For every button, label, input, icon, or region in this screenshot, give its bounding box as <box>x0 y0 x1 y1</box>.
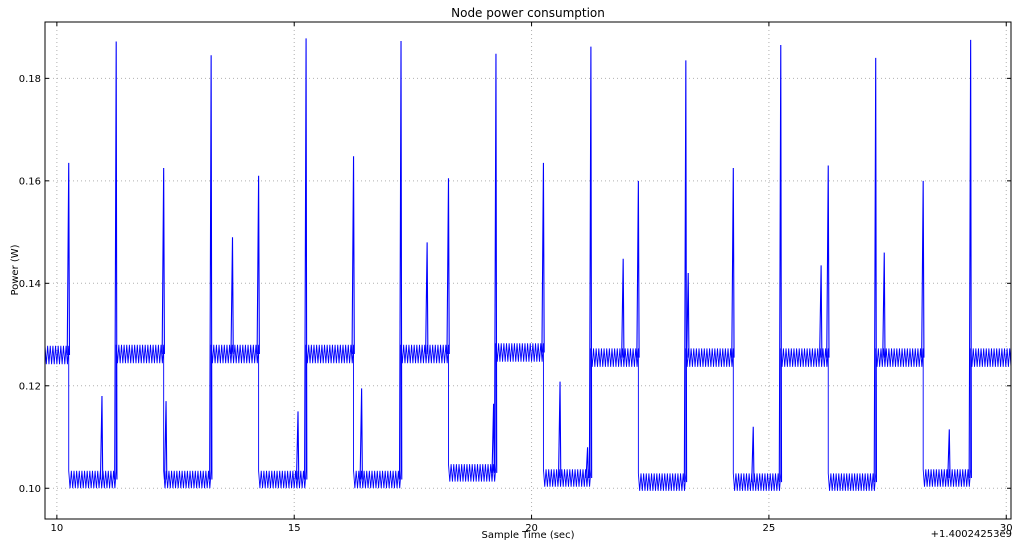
power-spike <box>230 237 234 355</box>
power-spike <box>209 55 213 480</box>
power-spike <box>947 429 951 479</box>
power-spike <box>398 40 403 480</box>
power-spike <box>731 168 735 358</box>
x-tick-label: 15 <box>288 523 301 534</box>
x-tick-label: 25 <box>763 523 776 534</box>
power-spike <box>873 57 878 483</box>
power-spike <box>751 426 755 483</box>
power-spike <box>636 180 640 358</box>
axis-ticks: 10 15 20 25 30 0.10 0.12 0.14 0.16 0.18 <box>19 22 1013 534</box>
power-spike <box>493 53 498 473</box>
chart-title: Node power consumption <box>451 6 605 20</box>
power-spike <box>585 447 589 479</box>
plot-frame <box>44 21 1012 520</box>
power-spike <box>683 60 688 483</box>
power-spike <box>351 156 355 355</box>
power-spike <box>968 39 972 479</box>
power-spike <box>686 273 690 358</box>
power-spike <box>425 242 429 355</box>
power-spike <box>164 401 168 480</box>
power-spike <box>446 178 450 355</box>
power-spike <box>819 265 823 358</box>
power-spike <box>621 258 625 358</box>
y-axis-label: Power (W) <box>10 244 21 295</box>
x-tick-label: 10 <box>51 523 64 534</box>
power-spike <box>826 165 830 358</box>
power-spike <box>882 252 886 358</box>
power-spike <box>304 38 308 480</box>
y-tick-label: 0.10 <box>19 484 41 495</box>
grid-lines <box>45 22 1011 519</box>
power-spike <box>778 45 783 483</box>
power-spike <box>66 162 71 356</box>
power-spike <box>295 411 300 480</box>
x-axis-label: Sample Time (sec) <box>482 530 575 541</box>
series-line <box>45 343 1011 491</box>
power-spike <box>256 175 260 355</box>
x-tick-label: 30 <box>1000 523 1013 534</box>
y-tick-label: 0.12 <box>19 381 41 392</box>
y-tick-label: 0.14 <box>19 279 41 290</box>
power-spike <box>588 46 593 479</box>
power-spike <box>921 180 925 358</box>
power-spike <box>359 388 363 480</box>
x-offset-label: +1.40024253e9 <box>931 529 1012 540</box>
plot-area <box>45 38 1011 491</box>
x-tick-label: 20 <box>525 523 538 534</box>
power-spike <box>161 168 165 355</box>
power-spike <box>99 396 104 480</box>
power-spike <box>557 381 562 479</box>
power-spike <box>114 41 118 480</box>
y-tick-label: 0.16 <box>19 176 41 187</box>
power-spike <box>541 162 545 353</box>
y-tick-label: 0.18 <box>19 74 41 85</box>
